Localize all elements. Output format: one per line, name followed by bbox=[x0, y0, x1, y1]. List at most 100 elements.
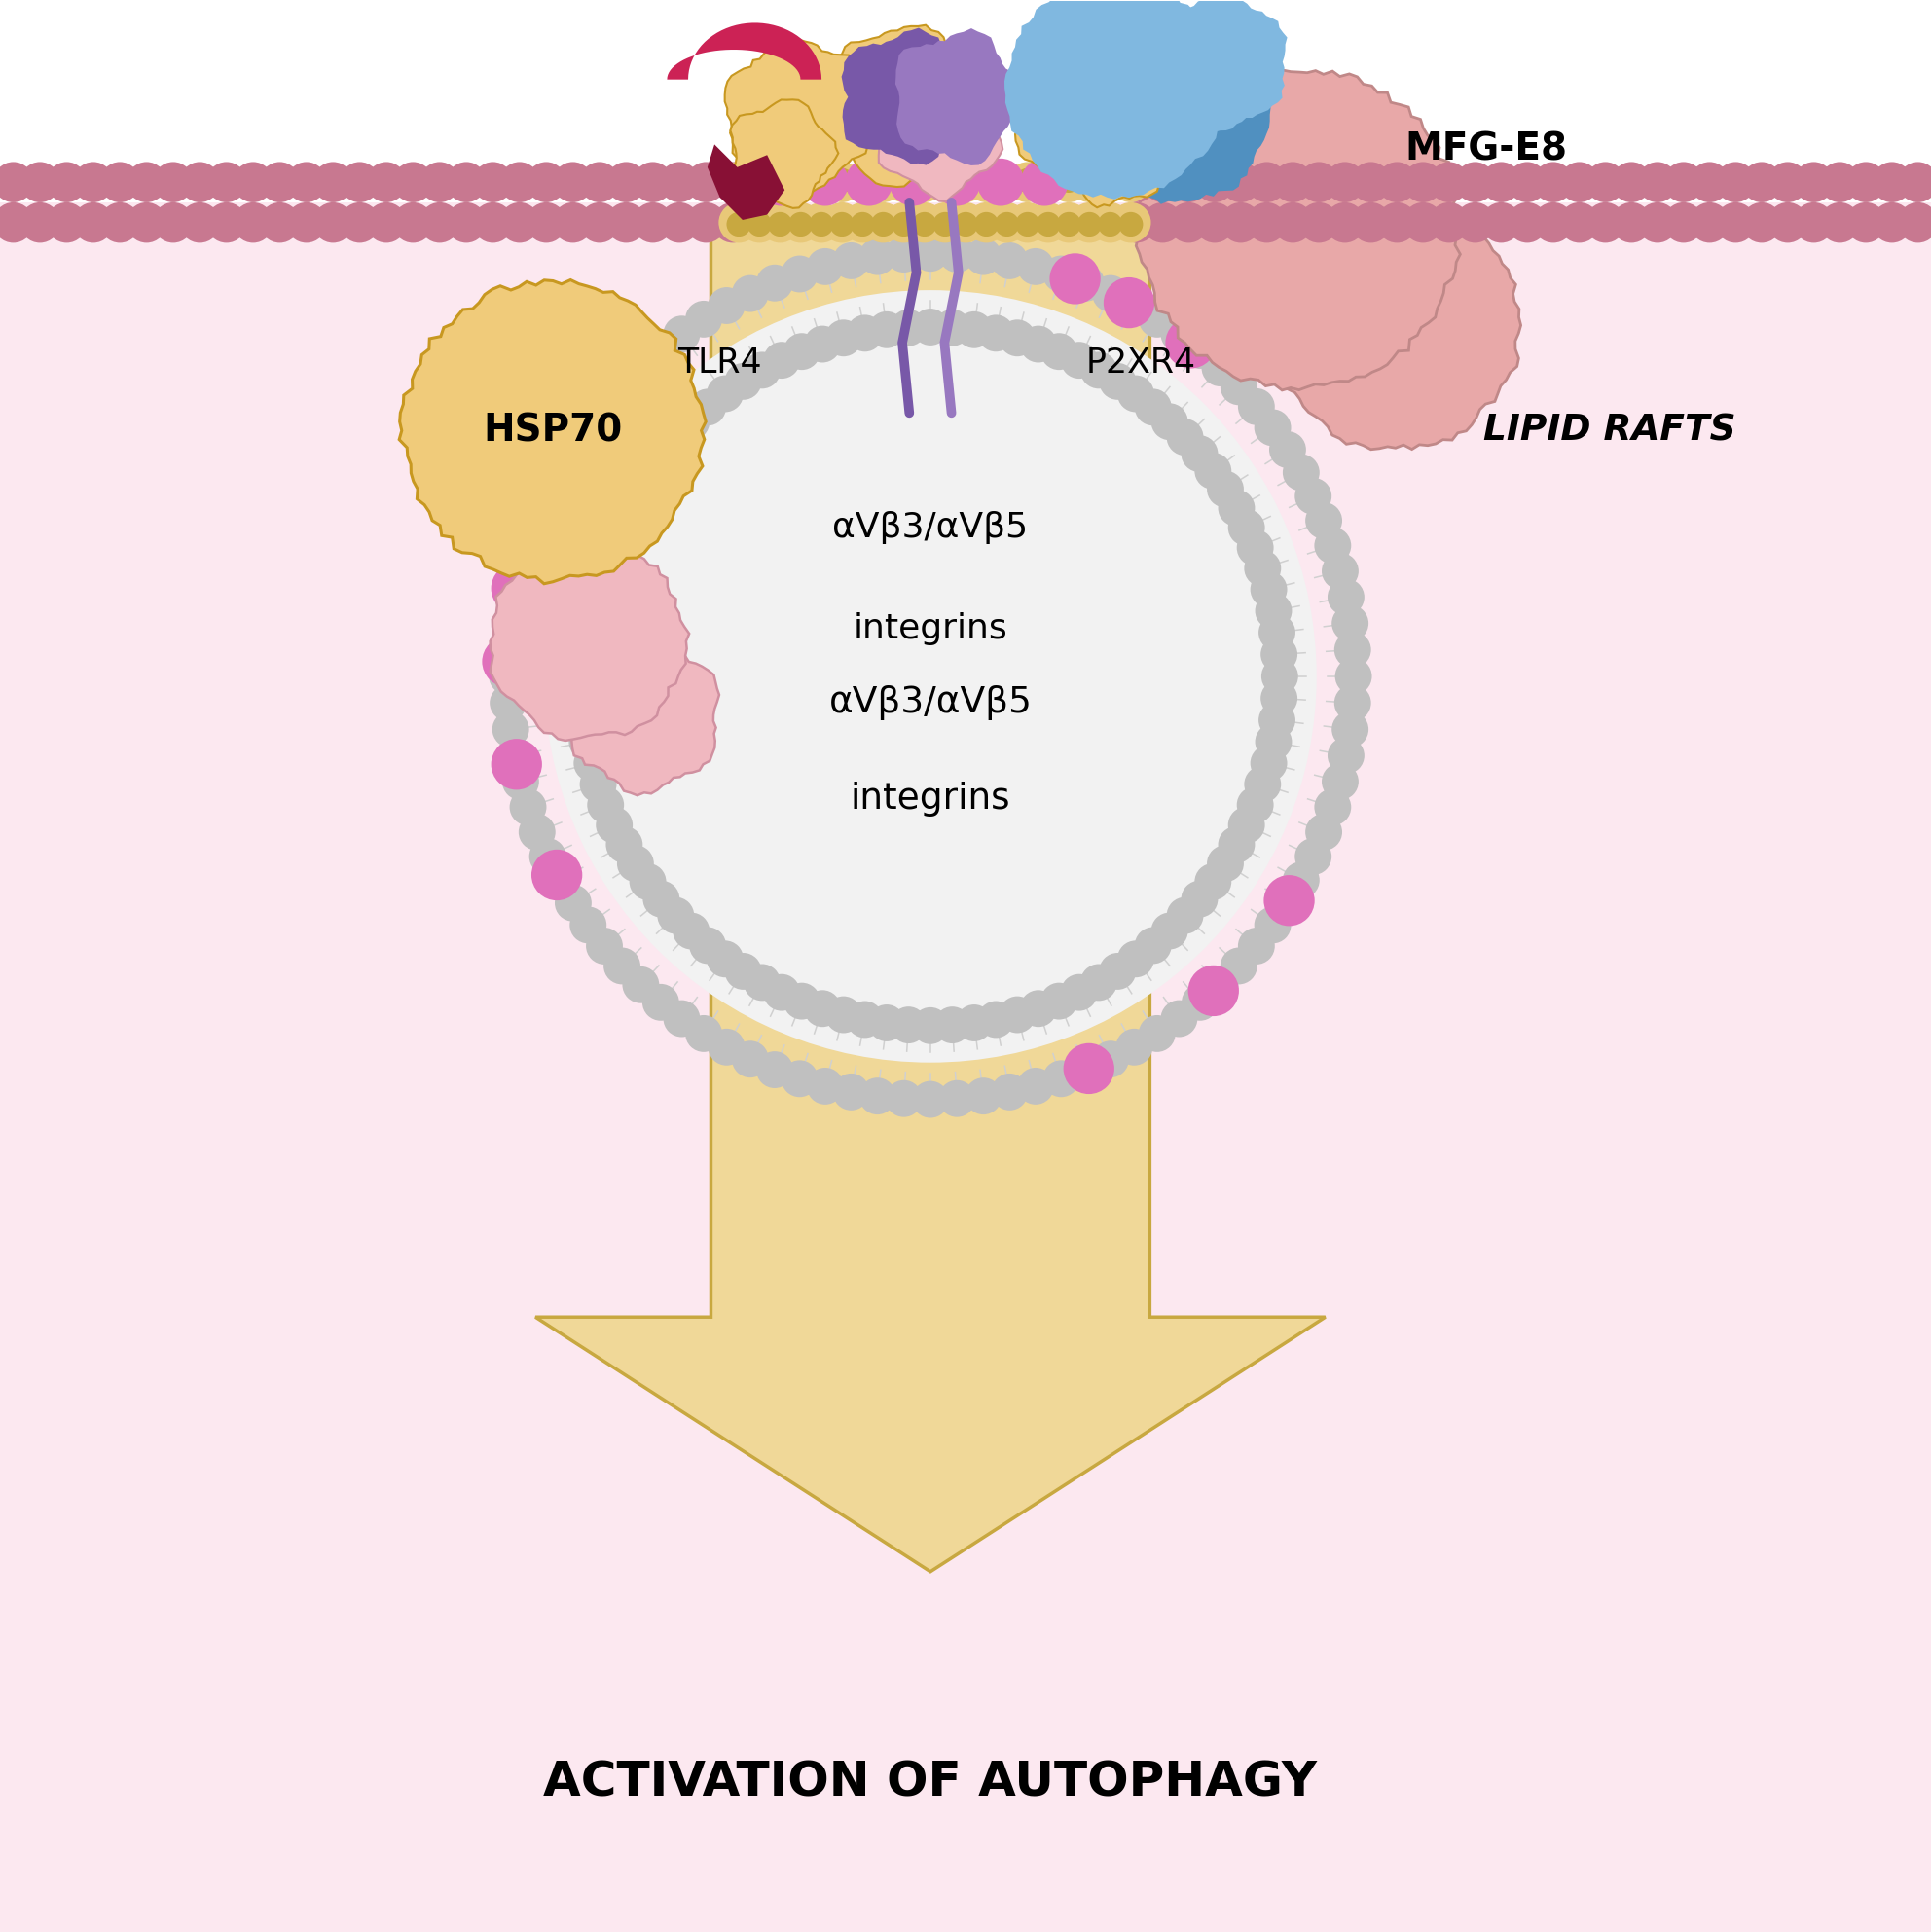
Circle shape bbox=[1305, 813, 1342, 850]
Circle shape bbox=[1402, 162, 1442, 203]
Circle shape bbox=[1207, 471, 1244, 508]
Circle shape bbox=[1690, 203, 1730, 243]
Circle shape bbox=[1327, 580, 1365, 616]
Polygon shape bbox=[1271, 201, 1522, 450]
Circle shape bbox=[1110, 203, 1151, 243]
Circle shape bbox=[1238, 927, 1274, 964]
Circle shape bbox=[871, 213, 896, 236]
Polygon shape bbox=[666, 23, 821, 79]
Circle shape bbox=[1315, 527, 1352, 564]
Circle shape bbox=[570, 410, 606, 446]
Circle shape bbox=[618, 471, 655, 508]
Circle shape bbox=[973, 213, 998, 236]
Circle shape bbox=[1454, 162, 1495, 203]
Circle shape bbox=[994, 168, 1020, 193]
Circle shape bbox=[757, 265, 794, 301]
Circle shape bbox=[490, 684, 527, 721]
Circle shape bbox=[500, 203, 541, 243]
Circle shape bbox=[525, 203, 566, 243]
Circle shape bbox=[1168, 162, 1209, 203]
Circle shape bbox=[1269, 431, 1305, 468]
Circle shape bbox=[884, 203, 925, 243]
Circle shape bbox=[1332, 605, 1369, 641]
Circle shape bbox=[1220, 369, 1257, 406]
Circle shape bbox=[1099, 363, 1135, 400]
Circle shape bbox=[1663, 162, 1703, 203]
Circle shape bbox=[686, 162, 726, 203]
Circle shape bbox=[1819, 162, 1860, 203]
Circle shape bbox=[1201, 966, 1238, 1003]
Circle shape bbox=[1871, 162, 1912, 203]
Circle shape bbox=[1060, 342, 1097, 379]
Circle shape bbox=[585, 927, 624, 964]
Circle shape bbox=[1259, 701, 1296, 738]
Circle shape bbox=[1049, 203, 1089, 243]
Circle shape bbox=[1089, 203, 1130, 243]
Circle shape bbox=[1236, 786, 1274, 823]
Circle shape bbox=[552, 203, 593, 243]
Circle shape bbox=[658, 203, 699, 243]
Circle shape bbox=[597, 510, 633, 547]
Circle shape bbox=[657, 896, 693, 933]
Polygon shape bbox=[535, 220, 1325, 1571]
Circle shape bbox=[1315, 788, 1352, 825]
Circle shape bbox=[510, 788, 546, 825]
Circle shape bbox=[570, 906, 606, 943]
Circle shape bbox=[763, 974, 799, 1010]
Circle shape bbox=[1871, 203, 1912, 243]
Circle shape bbox=[803, 327, 840, 363]
Circle shape bbox=[1332, 711, 1369, 748]
Circle shape bbox=[911, 236, 948, 272]
Circle shape bbox=[1079, 352, 1118, 388]
Circle shape bbox=[564, 636, 601, 672]
Circle shape bbox=[1637, 162, 1678, 203]
Circle shape bbox=[579, 203, 620, 243]
Circle shape bbox=[925, 162, 966, 203]
Circle shape bbox=[938, 1080, 975, 1117]
Circle shape bbox=[633, 162, 674, 203]
Circle shape bbox=[1016, 168, 1041, 193]
Circle shape bbox=[1429, 203, 1469, 243]
Circle shape bbox=[809, 168, 834, 193]
Circle shape bbox=[842, 162, 882, 203]
Circle shape bbox=[1077, 213, 1103, 236]
Circle shape bbox=[1273, 162, 1313, 203]
Circle shape bbox=[19, 203, 60, 243]
Circle shape bbox=[1898, 203, 1931, 243]
Circle shape bbox=[830, 168, 854, 193]
Text: HSP70: HSP70 bbox=[483, 412, 622, 448]
Circle shape bbox=[1352, 203, 1390, 243]
Circle shape bbox=[1195, 864, 1232, 900]
Circle shape bbox=[689, 388, 726, 425]
Circle shape bbox=[757, 158, 805, 207]
Circle shape bbox=[566, 614, 602, 651]
Circle shape bbox=[726, 213, 751, 236]
Polygon shape bbox=[1016, 37, 1161, 191]
Text: LIPID RAFTS: LIPID RAFTS bbox=[1483, 413, 1736, 448]
Circle shape bbox=[1715, 162, 1755, 203]
Circle shape bbox=[585, 388, 624, 425]
Circle shape bbox=[743, 352, 780, 388]
Polygon shape bbox=[823, 25, 985, 187]
Circle shape bbox=[545, 290, 1317, 1063]
Polygon shape bbox=[879, 77, 1002, 201]
Circle shape bbox=[869, 311, 906, 348]
Circle shape bbox=[1715, 203, 1755, 243]
Circle shape bbox=[1188, 966, 1240, 1016]
Circle shape bbox=[726, 168, 751, 193]
Circle shape bbox=[340, 203, 380, 243]
Circle shape bbox=[740, 203, 780, 243]
Circle shape bbox=[707, 375, 743, 412]
Circle shape bbox=[1182, 332, 1218, 369]
Circle shape bbox=[46, 203, 87, 243]
Circle shape bbox=[904, 162, 944, 203]
Circle shape bbox=[1282, 454, 1319, 491]
Circle shape bbox=[1300, 203, 1338, 243]
Circle shape bbox=[1043, 255, 1079, 292]
Circle shape bbox=[718, 203, 759, 243]
Circle shape bbox=[1247, 162, 1286, 203]
Circle shape bbox=[935, 1007, 971, 1043]
Circle shape bbox=[259, 162, 299, 203]
Circle shape bbox=[1021, 158, 1068, 207]
Circle shape bbox=[1018, 1068, 1054, 1105]
